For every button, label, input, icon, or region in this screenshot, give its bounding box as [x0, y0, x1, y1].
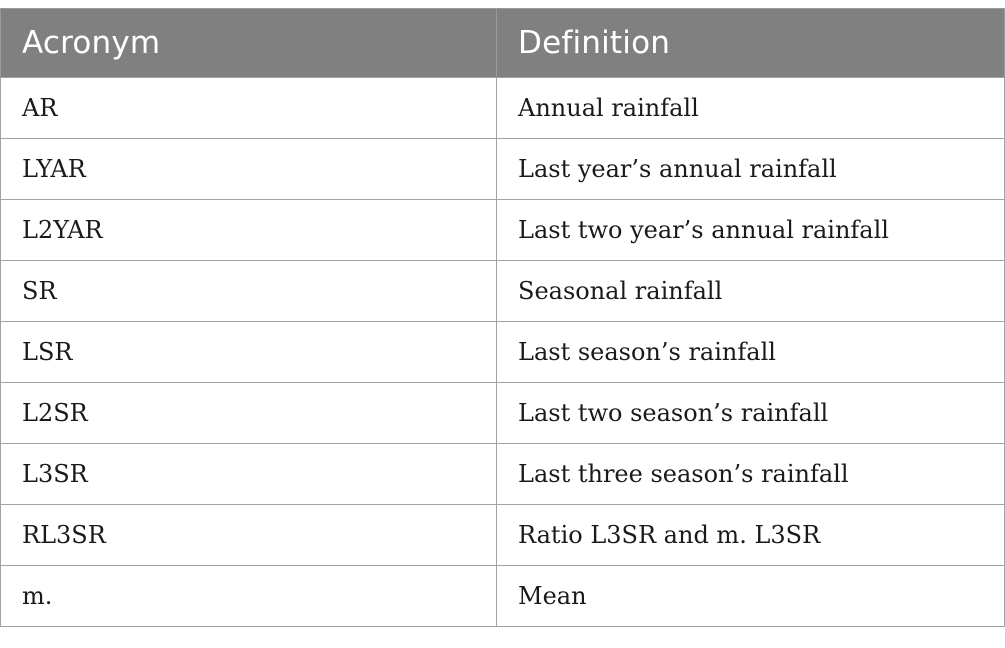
acronym-cell: LYAR — [0, 138, 497, 200]
definition-cell: Mean — [496, 565, 1005, 627]
table-row: L3SR Last three season’s rainfall — [0, 443, 1005, 505]
table-row: L2SR Last two season’s rainfall — [0, 382, 1005, 444]
definition-cell: Annual rainfall — [496, 77, 1005, 139]
table-row: LYAR Last year’s annual rainfall — [0, 138, 1005, 200]
column-header-acronym: Acronym — [0, 8, 497, 78]
acronym-cell: m. — [0, 565, 497, 627]
definition-cell: Last two year’s annual rainfall — [496, 199, 1005, 261]
definition-cell: Ratio L3SR and m. L3SR — [496, 504, 1005, 566]
table-row: AR Annual rainfall — [0, 77, 1005, 139]
acronym-cell: AR — [0, 77, 497, 139]
acronym-cell: LSR — [0, 321, 497, 383]
acronym-table: Acronym Definition AR Annual rainfall LY… — [0, 8, 1005, 627]
table-row: RL3SR Ratio L3SR and m. L3SR — [0, 504, 1005, 566]
definition-cell: Seasonal rainfall — [496, 260, 1005, 322]
header-row: Acronym Definition — [0, 8, 1005, 78]
table-row: LSR Last season’s rainfall — [0, 321, 1005, 383]
definition-cell: Last season’s rainfall — [496, 321, 1005, 383]
acronym-cell: L2YAR — [0, 199, 497, 261]
acronym-cell: RL3SR — [0, 504, 497, 566]
column-header-definition: Definition — [496, 8, 1005, 78]
table-body: AR Annual rainfall LYAR Last year’s annu… — [0, 77, 1005, 627]
table-row: L2YAR Last two year’s annual rainfall — [0, 199, 1005, 261]
acronym-cell: SR — [0, 260, 497, 322]
acronym-cell: L2SR — [0, 382, 497, 444]
definition-cell: Last year’s annual rainfall — [496, 138, 1005, 200]
definition-cell: Last three season’s rainfall — [496, 443, 1005, 505]
table-header: Acronym Definition — [0, 8, 1005, 78]
acronym-table-container: Acronym Definition AR Annual rainfall LY… — [0, 8, 1005, 627]
definition-cell: Last two season’s rainfall — [496, 382, 1005, 444]
table-row: SR Seasonal rainfall — [0, 260, 1005, 322]
acronym-cell: L3SR — [0, 443, 497, 505]
table-row: m. Mean — [0, 565, 1005, 627]
